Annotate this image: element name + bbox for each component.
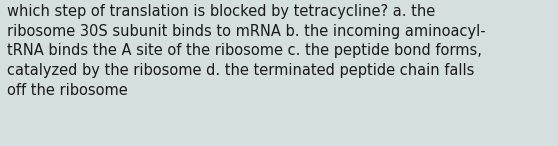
Text: which step of translation is blocked by tetracycline? a. the
ribosome 30S subuni: which step of translation is blocked by … (7, 4, 486, 98)
